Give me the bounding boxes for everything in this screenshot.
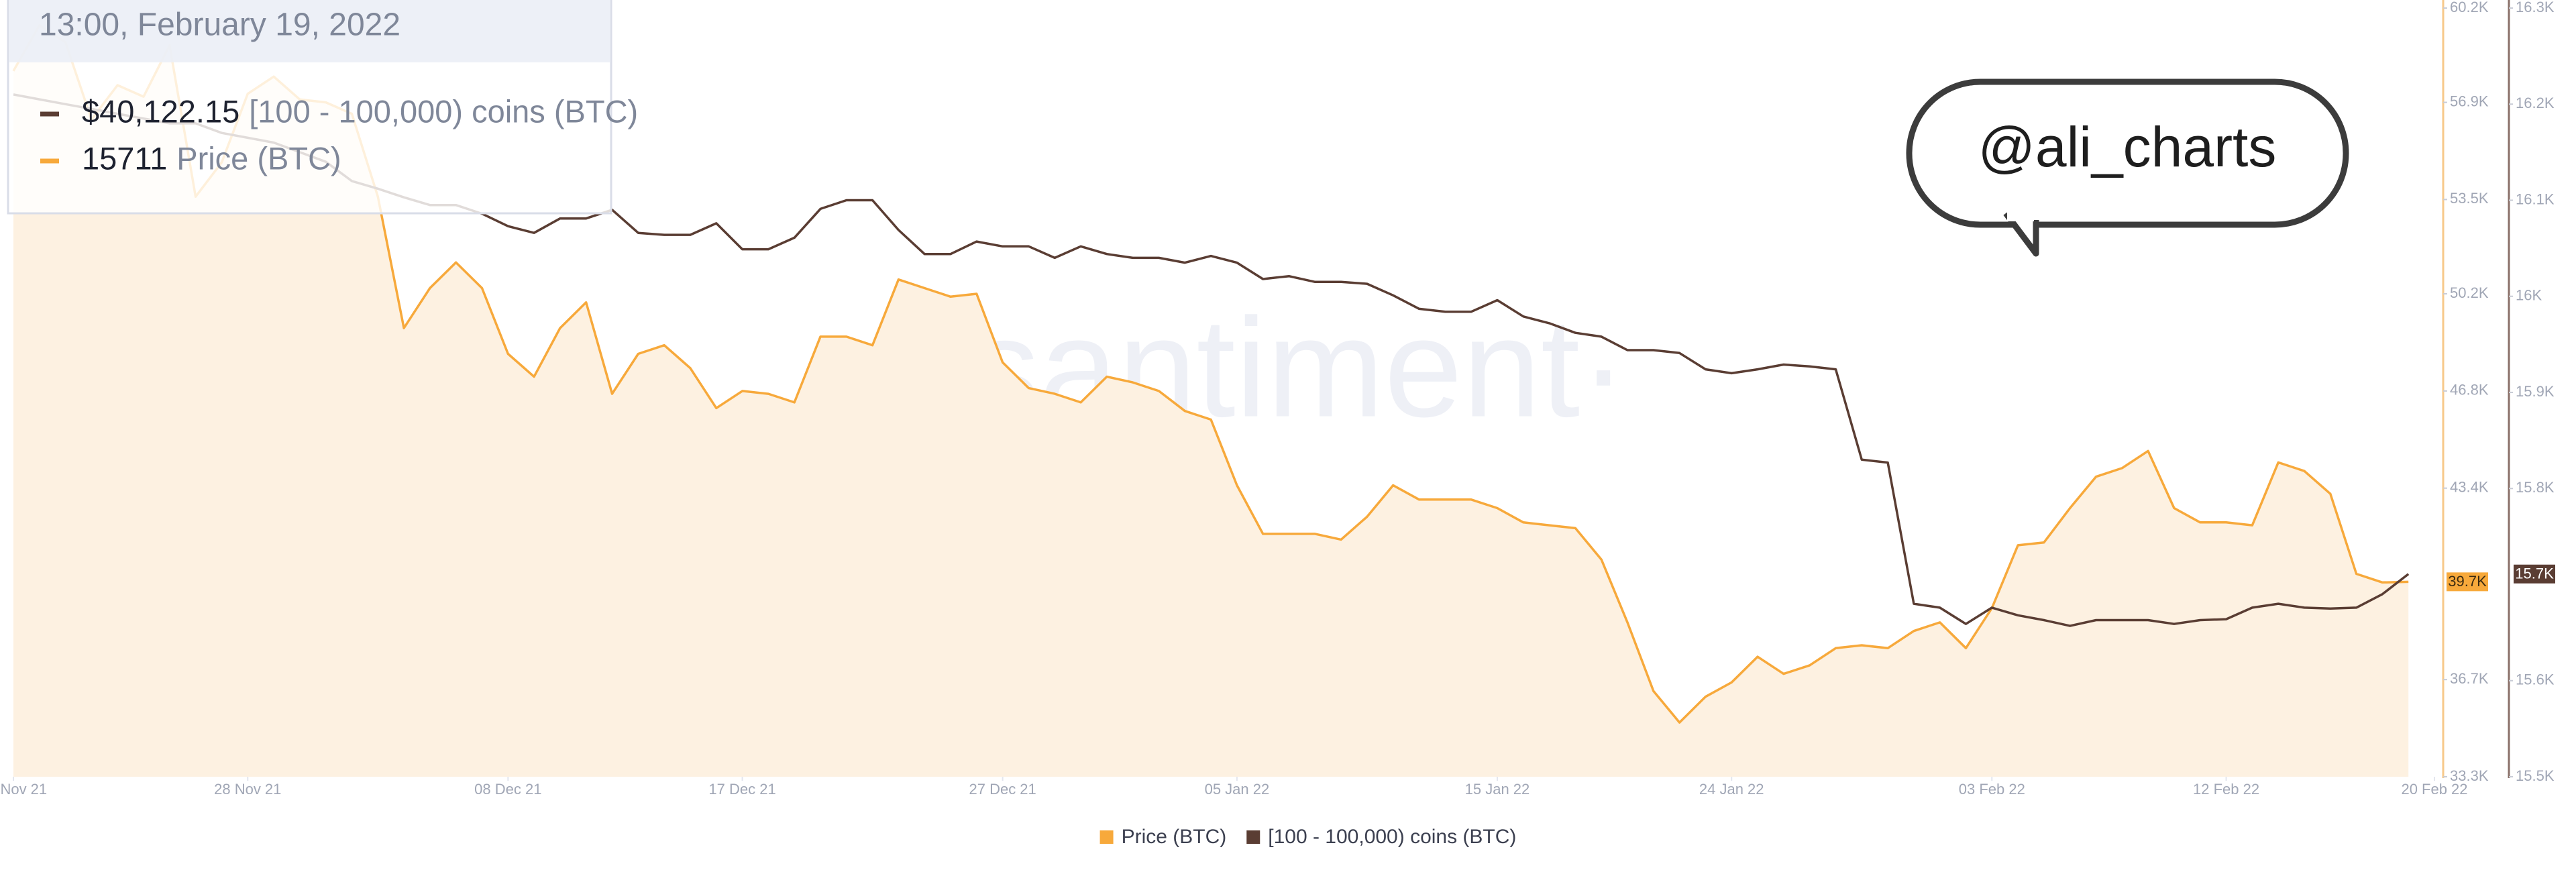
x-tick-label: 28 Nov 21 xyxy=(214,781,281,798)
y-tick-label: 16.2K xyxy=(2516,95,2555,111)
x-tick-label: 15 Jan 22 xyxy=(1465,781,1530,798)
x-tick-label: 17 Dec 21 xyxy=(708,781,775,798)
current-value-tag xyxy=(2447,572,2488,592)
y-tick-label: 50.2K xyxy=(2450,284,2489,301)
bubble-tail xyxy=(2003,211,2039,257)
y-tick-label: 15.5K xyxy=(2516,767,2555,784)
y-tick-label: 15.8K xyxy=(2516,479,2555,496)
y-tick-label: 46.8K xyxy=(2450,382,2489,398)
tooltip-items: $40,122.15 [100 - 100,000) coins (BTC) 157… xyxy=(40,93,638,176)
y-tick-label: 15.9K xyxy=(2516,383,2555,400)
x-tick-label: 05 Jan 22 xyxy=(1205,781,1270,798)
y-tick-label: 56.9K xyxy=(2450,93,2489,109)
y-tick-label: 36.7K xyxy=(2450,670,2489,687)
y-tick-label: 16.3K xyxy=(2516,0,2555,15)
x-tick-label: 24 Jan 22 xyxy=(1699,781,1764,798)
y-tick-label: 16K xyxy=(2516,287,2542,304)
tooltip-series-name: [100 - 100,000) coins (BTC) xyxy=(249,93,638,129)
tooltip-title: 13:00, February 19, 2022 xyxy=(39,7,400,43)
tooltip: 13:00, February 19, 2022 $40,122.15 [100 … xyxy=(7,0,638,215)
legend-swatch xyxy=(1246,830,1260,844)
legend-swatch xyxy=(1099,830,1114,844)
x-tick-label: 03 Feb 22 xyxy=(1959,781,2025,798)
current-value-label: 15.7K xyxy=(2515,565,2554,582)
y-tick-label: 43.4K xyxy=(2450,479,2489,496)
x-tick-label: 12 Feb 22 xyxy=(2193,781,2259,798)
tooltip-value: $40,122.15 xyxy=(82,93,239,129)
x-tick-label: 20 Feb 22 xyxy=(2401,781,2467,798)
current-value-label: 39.7K xyxy=(2448,573,2487,590)
tooltip-series-name: Price (BTC) xyxy=(176,140,341,176)
y-tick-label: 16.1K xyxy=(2516,190,2555,207)
legend-label: [100 - 100,000) coins (BTC) xyxy=(1268,826,1516,848)
axes: 19 Nov 21 28 Nov 21 08 Dec 21 17 Dec 21 27 D… xyxy=(0,0,2555,798)
x-tick-label: 27 Dec 21 xyxy=(969,781,1036,798)
x-tick-label: 19 Nov 21 xyxy=(0,781,47,798)
line xyxy=(12,23,2409,724)
y-tick-label: 33.3K xyxy=(2450,767,2489,784)
tooltip-value: 15711 xyxy=(82,140,167,176)
annotation-bubble: @ali_charts xyxy=(1906,78,2349,257)
y-tick-label: 53.5K xyxy=(2450,190,2489,207)
legend: Price (BTC) [100 - 100,000) coins (BTC) xyxy=(1099,826,1516,848)
bubble xyxy=(1906,78,2349,228)
annotation: @ali_charts xyxy=(1978,115,2277,178)
y-tick-label: 60.2K xyxy=(2450,0,2489,15)
legend-label: Price (BTC) xyxy=(1122,826,1227,848)
tooltip-header xyxy=(9,0,610,62)
x-tick-label: 08 Dec 21 xyxy=(474,781,541,798)
bubble-tail-cover xyxy=(2007,201,2034,221)
area xyxy=(13,25,2409,777)
current-value-tag xyxy=(2514,564,2555,584)
y-tick-label: 15.6K xyxy=(2516,671,2555,688)
